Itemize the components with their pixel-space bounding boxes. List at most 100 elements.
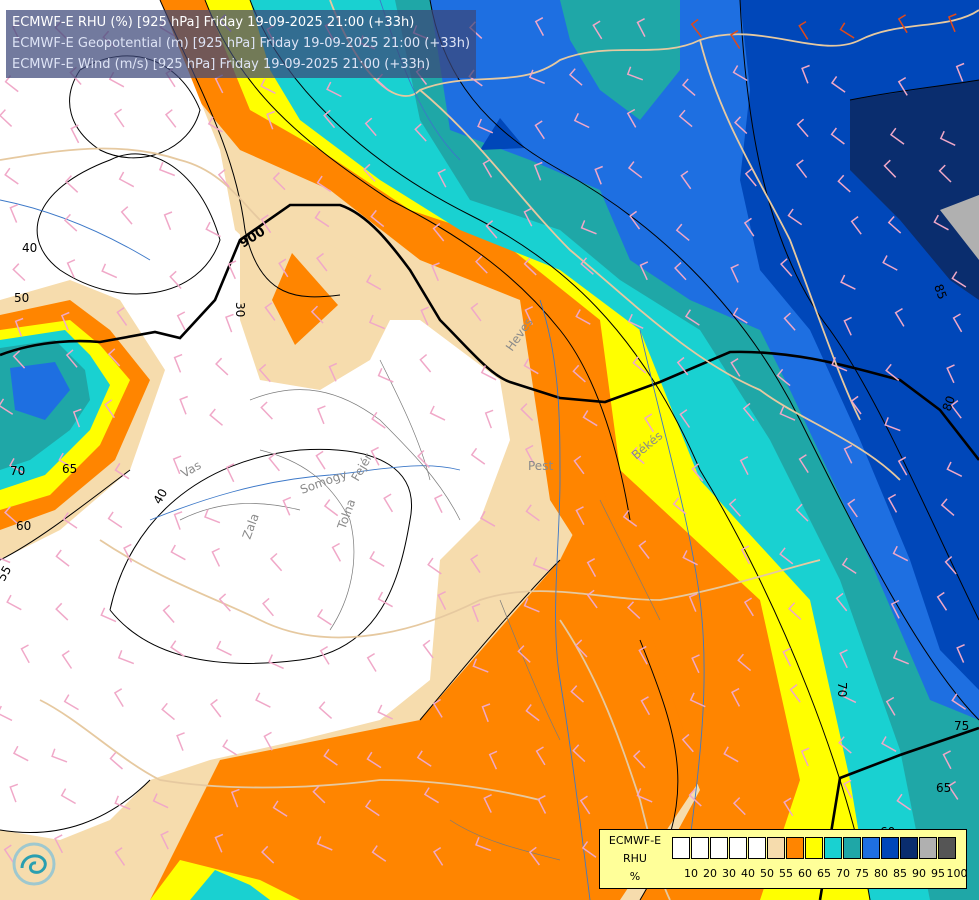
wind-barb <box>371 411 386 429</box>
legend-tick: 90 <box>912 867 926 880</box>
wind-barb <box>950 400 962 419</box>
wind-barb <box>207 116 223 133</box>
wind-barb <box>676 356 689 376</box>
wind-barb <box>419 354 432 373</box>
wind-barb <box>51 748 68 763</box>
wind-barb <box>835 592 848 612</box>
wind-barb <box>883 159 897 178</box>
wind-barb <box>678 109 693 128</box>
fill-darkblue-blob-n <box>480 118 525 150</box>
wind-barb <box>632 356 647 374</box>
wind-barb <box>323 748 338 766</box>
wind-barb <box>847 498 858 518</box>
wind-barb <box>798 454 809 474</box>
wind-barb <box>481 703 491 723</box>
wind-barb <box>12 263 26 282</box>
wind-barb <box>6 594 22 611</box>
wind-barb <box>482 158 493 178</box>
wind-barb <box>433 494 443 514</box>
wind-barb <box>580 220 597 235</box>
wind-barb <box>575 309 591 325</box>
wind-barb <box>523 207 533 227</box>
wind-barb <box>323 499 339 517</box>
wind-barb <box>681 733 694 753</box>
wind-barb <box>783 797 794 817</box>
wind-barbs <box>0 13 967 866</box>
legend-swatch <box>805 837 823 859</box>
wind-barb <box>688 788 702 807</box>
wind-barb <box>427 557 442 575</box>
wind-barb <box>227 260 237 280</box>
wind-barb <box>377 704 394 720</box>
wind-barb <box>850 395 862 415</box>
wind-barb <box>417 449 430 469</box>
legend-swatch <box>729 837 747 859</box>
contour-labels: 900 40 50 30 70 65 60 55 40 70 75 65 80 … <box>0 224 969 839</box>
legend-label-model: ECMWF-E <box>608 834 662 847</box>
legend-tick: 75 <box>855 867 869 880</box>
wind-barb <box>118 171 135 188</box>
wind-barb <box>420 306 429 326</box>
wind-barb <box>215 357 229 376</box>
wind-barb <box>316 175 332 193</box>
wind-barb <box>939 130 956 146</box>
legend-label-unit: % <box>629 870 641 883</box>
wind-barb <box>366 652 377 672</box>
wind-barb <box>568 68 583 86</box>
wind-barb <box>58 452 74 469</box>
wind-barb <box>371 845 387 862</box>
legend-swatch <box>881 837 899 859</box>
wind-barb <box>632 750 646 769</box>
legend-swatch <box>786 837 804 859</box>
wind-barb <box>312 785 326 804</box>
wind-barb <box>9 458 25 474</box>
wind-barb <box>779 547 794 565</box>
legend-tick: 85 <box>893 867 907 880</box>
wind-barb <box>364 117 377 137</box>
wind-barb <box>639 261 649 281</box>
wind-barb <box>172 455 182 475</box>
wind-barb <box>14 317 24 337</box>
wind-barb <box>730 263 739 283</box>
wind-barb <box>230 788 240 808</box>
wind-barb <box>732 797 746 816</box>
wind-barb <box>831 357 848 372</box>
wind-barb <box>107 348 121 367</box>
wind-barb <box>3 844 15 864</box>
wind-barb <box>210 698 222 718</box>
legend-tick: 30 <box>722 867 736 880</box>
wind-barb <box>101 263 118 279</box>
wind-barb <box>66 259 76 279</box>
wind-barb <box>894 307 905 327</box>
wind-barb <box>528 846 541 866</box>
wind-barb <box>170 544 186 561</box>
legend-swatch <box>862 837 880 859</box>
wind-barb <box>952 313 963 333</box>
wind-barb <box>176 311 186 331</box>
wind-barb <box>4 167 19 185</box>
geopotential-900-line <box>0 203 979 461</box>
wind-barb <box>471 603 481 623</box>
wind-barb <box>316 836 333 851</box>
wind-barb <box>255 692 271 708</box>
wind-barb <box>840 274 856 290</box>
wind-barb <box>581 841 597 858</box>
wind-barb <box>104 399 116 419</box>
wind-barb <box>114 462 130 480</box>
wind-barb <box>882 255 898 271</box>
wind-barb <box>268 452 280 472</box>
wind-barb <box>62 512 78 529</box>
legend-swatch <box>824 837 842 859</box>
wind-barb <box>946 461 963 477</box>
contour-label: 40 <box>22 241 37 255</box>
wind-barb <box>437 591 447 610</box>
wind-barb <box>887 493 898 513</box>
legend-tick: 95 <box>931 867 945 880</box>
wind-barb <box>268 654 284 670</box>
wind-barb <box>780 258 793 277</box>
wind-barb <box>315 450 326 470</box>
wind-barb <box>629 210 641 230</box>
wind-barb <box>328 362 338 382</box>
